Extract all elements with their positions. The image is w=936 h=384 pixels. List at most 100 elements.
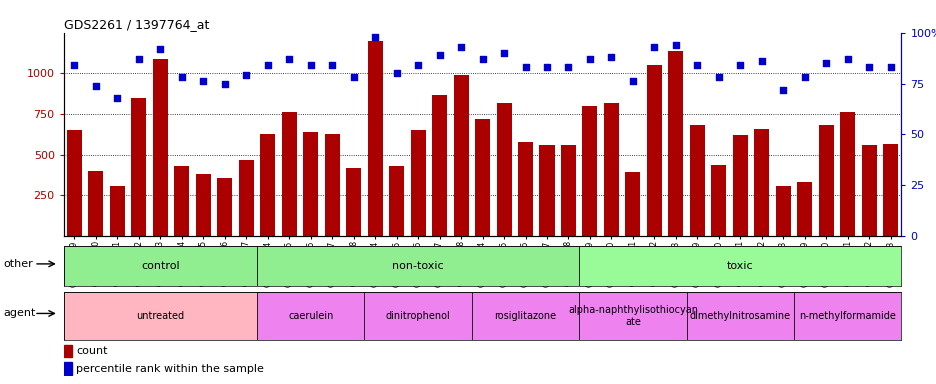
Point (475, 56, 490, 62)
Point (66, 62, 81, 68)
Bar (624, 172, 639, 236)
Text: rosiglitazone: rosiglitazone (494, 311, 556, 321)
Bar (561, 145, 576, 236)
Bar (64, 292, 256, 340)
Bar (410, 130, 425, 236)
Point (453, 44, 468, 50)
Bar (861, 145, 876, 236)
Bar (64, 345, 72, 357)
Point (88, 83, 103, 89)
Bar (578, 292, 686, 340)
Text: dinitrophenol: dinitrophenol (386, 311, 450, 321)
Bar (196, 174, 211, 236)
Bar (131, 98, 146, 236)
Point (539, 64, 554, 70)
Bar (667, 51, 682, 236)
Point (861, 64, 876, 70)
Text: control: control (141, 261, 180, 271)
Text: caerulein: caerulein (287, 311, 333, 321)
Bar (578, 246, 900, 286)
Bar (256, 292, 364, 340)
Point (174, 74, 189, 81)
Point (110, 95, 124, 101)
Bar (646, 65, 661, 236)
Bar (364, 292, 472, 340)
Bar (518, 142, 533, 236)
Point (325, 62, 340, 68)
Bar (753, 129, 768, 236)
Bar (110, 186, 124, 236)
Point (753, 58, 768, 64)
Point (410, 62, 425, 68)
Point (818, 60, 833, 66)
Point (732, 62, 747, 68)
Point (582, 56, 597, 62)
Bar (604, 103, 619, 236)
Point (239, 72, 254, 78)
Point (131, 56, 146, 62)
Bar (840, 113, 855, 236)
Point (561, 64, 576, 70)
Point (153, 46, 168, 52)
Text: non-toxic: non-toxic (392, 261, 444, 271)
Point (496, 50, 511, 56)
Point (797, 74, 812, 81)
Bar (582, 106, 597, 236)
Bar (367, 41, 382, 236)
Bar (303, 132, 318, 236)
Bar (345, 168, 360, 236)
Text: percentile rank within the sample: percentile rank within the sample (76, 364, 264, 374)
Point (646, 44, 661, 50)
Bar (325, 134, 340, 236)
Bar (732, 135, 747, 236)
Point (840, 56, 855, 62)
Point (367, 34, 382, 40)
Point (883, 64, 898, 70)
Text: GDS2261 / 1397764_at: GDS2261 / 1397764_at (64, 18, 209, 31)
Point (604, 54, 619, 60)
Point (217, 81, 232, 87)
Bar (475, 119, 490, 236)
Text: untreated: untreated (136, 311, 184, 321)
Bar (539, 145, 554, 236)
Bar (883, 144, 898, 236)
Point (710, 74, 725, 81)
Bar (88, 171, 103, 236)
Text: n-methylformamide: n-methylformamide (798, 311, 895, 321)
Bar (686, 292, 793, 340)
Bar (793, 292, 900, 340)
Bar (64, 362, 72, 375)
Bar (496, 103, 511, 236)
Bar (260, 134, 275, 236)
Bar (64, 246, 256, 286)
Bar (775, 186, 790, 236)
Bar (818, 126, 833, 236)
Text: other: other (3, 259, 33, 269)
Bar (256, 246, 578, 286)
Point (282, 56, 297, 62)
Point (345, 74, 360, 81)
Bar (472, 292, 578, 340)
Text: agent: agent (3, 308, 36, 318)
Text: dimethylnitrosamine: dimethylnitrosamine (689, 311, 790, 321)
Point (689, 62, 704, 68)
Point (624, 78, 639, 84)
Bar (153, 59, 168, 236)
Bar (174, 166, 189, 236)
Point (667, 42, 682, 48)
Point (260, 62, 275, 68)
Bar (689, 126, 704, 236)
Point (196, 78, 211, 84)
Point (431, 52, 446, 58)
Bar (217, 177, 232, 236)
Bar (239, 160, 254, 236)
Point (775, 86, 790, 93)
Point (518, 64, 533, 70)
Bar (431, 94, 446, 236)
Bar (66, 130, 81, 236)
Bar (453, 75, 468, 236)
Text: count: count (76, 346, 108, 356)
Point (303, 62, 318, 68)
Bar (797, 182, 812, 236)
Bar (710, 164, 725, 236)
